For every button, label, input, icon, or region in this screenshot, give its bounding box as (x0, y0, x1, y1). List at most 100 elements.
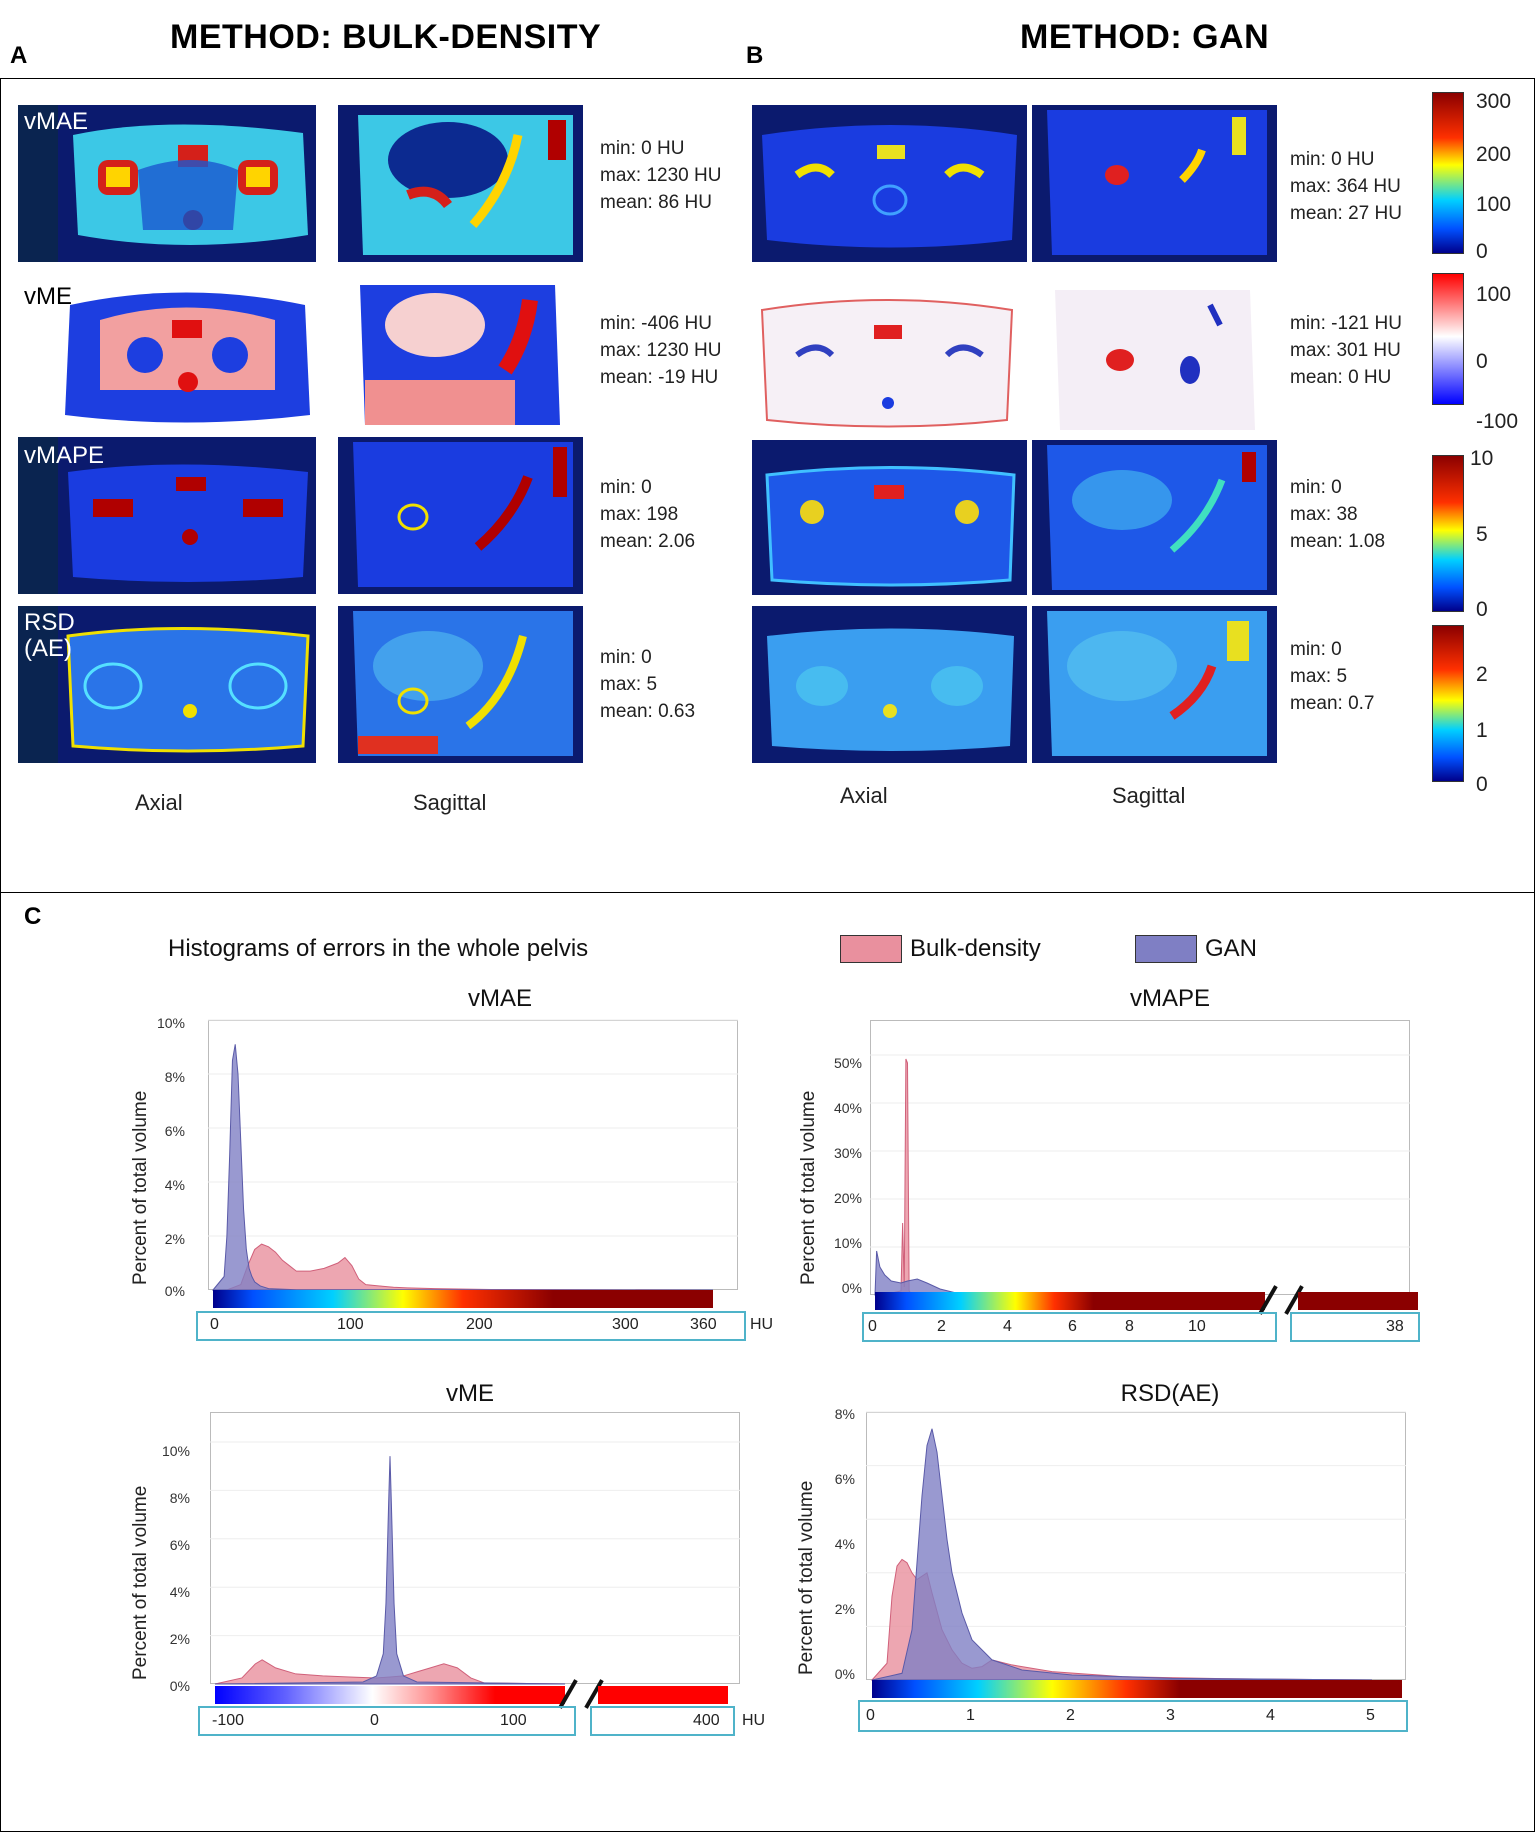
hist-rsd-colorbar (872, 1680, 1402, 1698)
hist-vmae-xtick-360: 360 (690, 1316, 717, 1333)
hist-vme-xtick-400: 400 (693, 1712, 720, 1729)
hist-vme-ytick-6: 6% (169, 1537, 190, 1553)
a-row4-label: RSD (AE) (24, 610, 75, 662)
hist-vme-xaxis-main (198, 1706, 576, 1736)
a-vme-sagittal-svg (360, 285, 560, 425)
vmae-series-gan (211, 1044, 714, 1291)
a-row2-min: min: -406 HU (600, 313, 712, 334)
hist-vmae-ytick-0: 0% (164, 1283, 185, 1299)
b-row1-stats: min: 0 HU max: 364 HU mean: 27 HU (1290, 146, 1402, 227)
hist-vme-ylabel: Percent of total volume (130, 1485, 151, 1680)
hist-vmape-ytick-50: 50% (833, 1055, 862, 1071)
vme-series-gan (214, 1456, 566, 1685)
hist-rsd-xtick-0: 0 (866, 1707, 875, 1724)
colorbar-vmae-tick-300: 300 (1476, 90, 1512, 113)
hist-vmape-xaxis-main (862, 1312, 1277, 1342)
hist-rsd-ytick-6: 6% (834, 1471, 855, 1487)
hist-vmae-xtick-100: 100 (337, 1316, 364, 1333)
legend-bulk-label: Bulk-density (910, 935, 1041, 962)
b-row2-stats: min: -121 HU max: 301 HU mean: 0 HU (1290, 310, 1402, 391)
b-row3-max: max: 38 (1290, 504, 1358, 525)
a-rsd-axial-image: RSD (AE) (18, 606, 316, 763)
colorbar-vme-tick-0: 0 (1476, 350, 1488, 373)
b-row4-min: min: 0 (1290, 639, 1342, 660)
b-vmae-axial-svg (762, 125, 1017, 248)
b-rsd-axial-image (752, 606, 1027, 763)
hist-vmae-ytick-8: 8% (164, 1069, 185, 1085)
hist-vmape-colorbar-main (875, 1292, 1265, 1310)
a-row3-label: vMAPE (24, 442, 105, 469)
a-vmape-axial-image: vMAPE (18, 437, 316, 594)
hist-vmape-xtick-10: 10 (1188, 1318, 1206, 1335)
hist-vmape-ylabel: Percent of total volume (798, 1090, 819, 1285)
hist-rsd-title: RSD(AE) (1120, 1380, 1220, 1407)
hist-vme-ytick-10: 10% (161, 1443, 190, 1459)
hist-rsd-svg (866, 1411, 1406, 1681)
hist-vmae-xtick-300: 300 (612, 1316, 639, 1333)
a-vmae-sagittal-svg (358, 115, 573, 255)
a-row1-stats: min: 0 HU max: 1230 HU mean: 86 HU (600, 135, 721, 216)
b-row3-stats: min: 0 max: 38 mean: 1.08 (1290, 474, 1385, 555)
a-vme-axial-image (60, 280, 315, 430)
colorbar-vmae (1432, 92, 1464, 254)
a-row4-stats: min: 0 max: 5 mean: 0.63 (600, 644, 695, 725)
b-vme-sagittal-image (1050, 285, 1260, 435)
hist-vme-colorbar-main (215, 1686, 565, 1704)
b-vme-axial-image (752, 285, 1022, 435)
hist-vmape-xtick-2: 2 (937, 1318, 946, 1335)
hist-vme-ytick-2: 2% (169, 1631, 190, 1647)
a-row1-max: max: 1230 HU (600, 165, 722, 186)
hist-vme-ytick-4: 4% (169, 1584, 190, 1600)
hist-vme-svg (210, 1441, 740, 1685)
hist-vme-ytick-0: 0% (169, 1678, 190, 1694)
colorbar-rsd (1432, 625, 1464, 782)
rsd-ae--series-gan (871, 1428, 1373, 1681)
colorbar-rsd-tick-2: 2 (1476, 663, 1488, 686)
a-row2-label: vME (24, 283, 72, 310)
colorbar-vmape-tick-0: 0 (1476, 598, 1488, 621)
hist-vme-xtick-neg100: -100 (212, 1712, 245, 1729)
hist-vmape-ytick-20: 20% (833, 1190, 862, 1206)
colorbar-rsd-tick-0: 0 (1476, 773, 1488, 796)
hist-vme-xunit: HU (742, 1712, 766, 1729)
hist-vmae-title: vMAE (467, 985, 532, 1012)
hist-rsd-xtick-1: 1 (966, 1707, 975, 1724)
vmae-series-bulk-density (213, 1243, 714, 1291)
a-col-axial-label: Axial (135, 790, 183, 815)
b-rsd-axial-svg (767, 628, 1014, 751)
hist-rsd-ytick-4: 4% (834, 1536, 855, 1552)
hist-rsd-ytick-0: 0% (834, 1666, 855, 1682)
b-vmae-axial-image (752, 105, 1027, 262)
hist-vmape-xtick-4: 4 (1003, 1318, 1012, 1335)
a-vmape-sagittal-image (338, 437, 583, 594)
hist-vmape-xtick-8: 8 (1125, 1318, 1134, 1335)
a-rsd-sagittal-svg (353, 611, 573, 756)
hist-vme-plot (210, 1412, 740, 1684)
b-vmape-axial-image (752, 440, 1027, 595)
hist-vmae-xtick-200: 200 (466, 1316, 493, 1333)
legend-gan-swatch (1135, 935, 1197, 963)
legend-bulk-swatch (840, 935, 902, 963)
a-row1-mean: mean: 86 HU (600, 192, 712, 213)
b-row2-mean: mean: 0 HU (1290, 367, 1392, 388)
hist-vmape-xaxis-tail (1290, 1312, 1420, 1342)
hist-vmape-xtick-38: 38 (1386, 1318, 1404, 1335)
a-row4-label-line1: RSD (24, 609, 75, 636)
legend-gan-label: GAN (1205, 935, 1258, 962)
colorbar-vme-tick-100: 100 (1476, 283, 1512, 306)
a-row1-label: vMAE (24, 108, 89, 135)
b-row2-min: min: -121 HU (1290, 313, 1402, 334)
hist-vmape-colorbar-tail (1298, 1292, 1418, 1310)
a-vmae-axial-image: vMAE (18, 105, 316, 262)
a-row1-min: min: 0 HU (600, 138, 685, 159)
hist-vmape-ytick-30: 30% (833, 1145, 862, 1161)
hist-vmape-xtick-6: 6 (1068, 1318, 1077, 1335)
b-row1-min: min: 0 HU (1290, 149, 1375, 170)
vmape-series-bulk-density (874, 1058, 1266, 1296)
a-row3-max: max: 198 (600, 504, 679, 525)
b-rsd-sagittal-image (1032, 606, 1277, 763)
b-vme-sagittal-svg (1055, 290, 1255, 430)
a-vmae-sagittal-image (338, 105, 583, 262)
b-row4-mean: mean: 0.7 (1290, 693, 1375, 714)
panel-b-title: METHOD: GAN (1020, 18, 1270, 56)
